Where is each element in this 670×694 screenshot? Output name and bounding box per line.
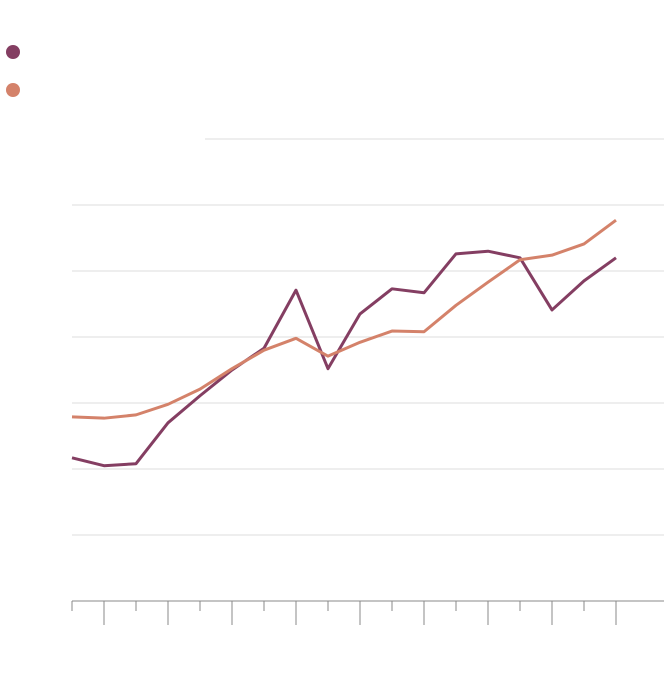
legend-swatch: [6, 83, 20, 97]
series-line: [71, 249, 617, 468]
legend-swatch: [6, 45, 20, 59]
series-line: [71, 218, 617, 420]
